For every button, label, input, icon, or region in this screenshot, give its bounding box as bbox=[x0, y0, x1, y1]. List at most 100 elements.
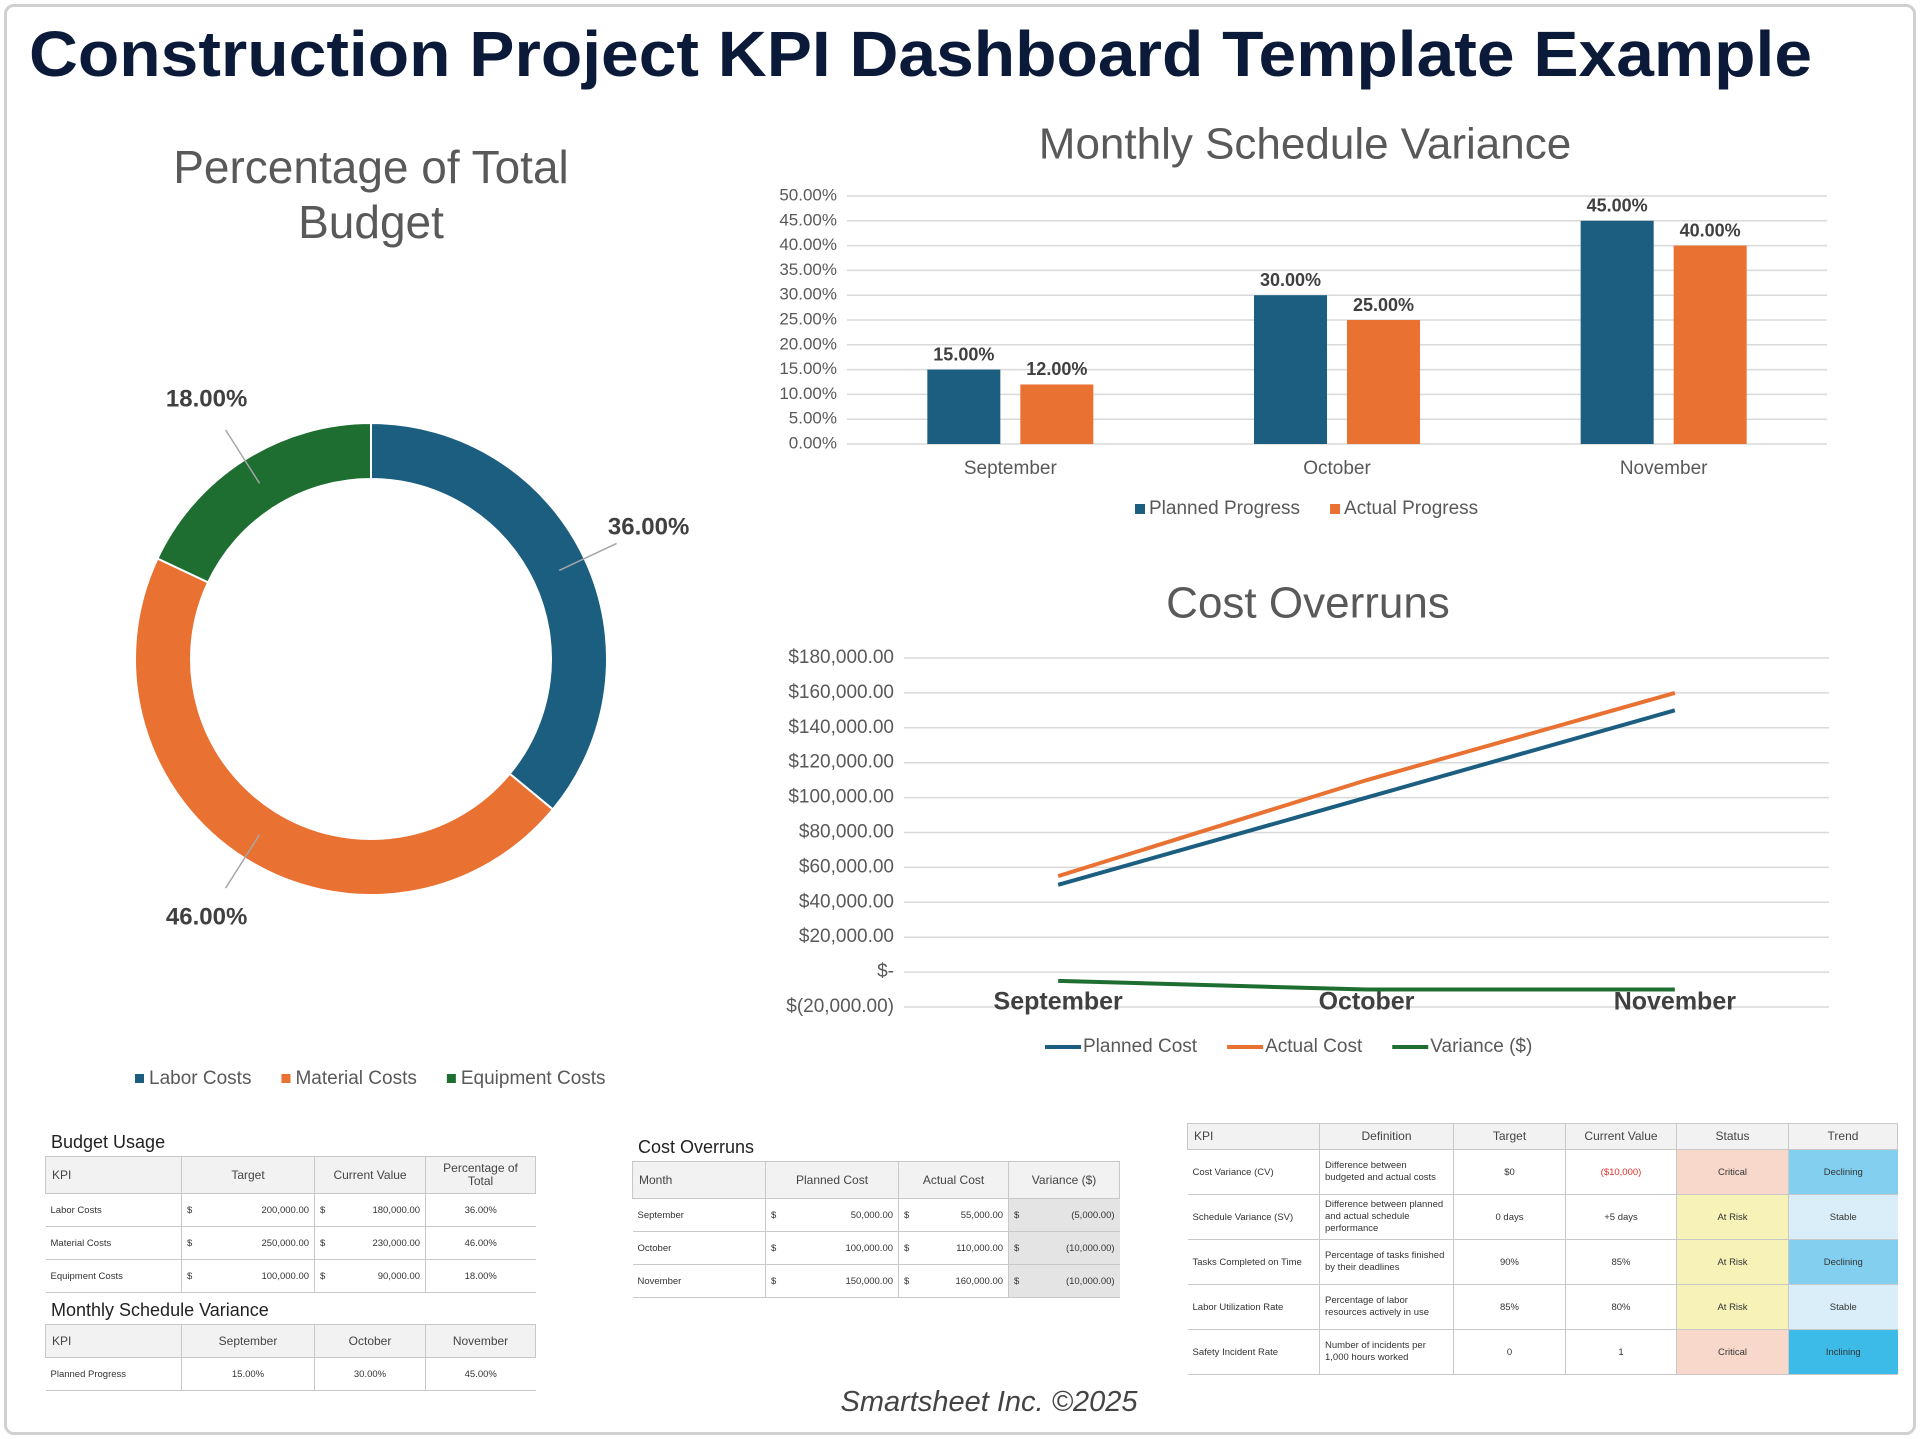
table-cell: 150,000.00 bbox=[783, 1264, 899, 1298]
table-cell: 50,000.00 bbox=[783, 1198, 899, 1232]
table-row: Material Costs $250,000.00 $230,000.00 46.0… bbox=[45, 1226, 536, 1260]
y-tick-label: $40,000.00 bbox=[799, 891, 894, 912]
legend-swatch bbox=[446, 1074, 456, 1083]
table-row: Schedule Variance (SV) Difference between… bbox=[1187, 1194, 1898, 1240]
table-cell: Safety Incident Rate bbox=[1187, 1329, 1320, 1375]
data-label: 45.00% bbox=[1587, 196, 1648, 216]
header-row: KPI Definition Target Current Value Status Tr… bbox=[1187, 1123, 1898, 1150]
table-cell: At Risk bbox=[1676, 1284, 1789, 1330]
legend-label: Actual Progress bbox=[1344, 498, 1478, 519]
header-cell: Trend bbox=[1788, 1123, 1898, 1150]
header-cell: Target bbox=[180, 1156, 316, 1194]
header-cell: Planned Cost bbox=[764, 1161, 900, 1199]
y-tick-label: $180,000.00 bbox=[788, 647, 894, 668]
table-cell: $ bbox=[1008, 1198, 1027, 1232]
table-cell: October bbox=[632, 1231, 766, 1265]
table-cell: +5 days bbox=[1565, 1194, 1677, 1240]
table-cell: 180,000.00 bbox=[332, 1193, 426, 1227]
table-cell: Cost Variance (CV) bbox=[1187, 1149, 1320, 1195]
header-row: Month Planned Cost Actual Cost Variance ($) bbox=[632, 1161, 1121, 1199]
legend-label: Material Costs bbox=[295, 1068, 416, 1089]
y-tick-label: $80,000.00 bbox=[799, 822, 894, 843]
header-cell: KPI bbox=[1187, 1123, 1320, 1150]
header-cell: Target bbox=[1453, 1123, 1566, 1150]
leader-line bbox=[224, 429, 261, 484]
table-cell: 30.00% bbox=[314, 1357, 426, 1391]
x-tick-label: September bbox=[994, 988, 1123, 1016]
table-cell: Planned Progress bbox=[45, 1357, 182, 1391]
legend-label: Planned Cost bbox=[1083, 1036, 1198, 1057]
table-row: Planned Progress 15.00% 30.00% 45.00% bbox=[45, 1357, 536, 1391]
table-cell: Difference between budgeted and actual c… bbox=[1319, 1149, 1454, 1195]
data-label: 18.00% bbox=[166, 385, 247, 412]
table-cell: $ bbox=[181, 1193, 200, 1227]
table-cell: Tasks Completed on Time bbox=[1187, 1239, 1320, 1285]
y-tick-label: 25.00% bbox=[779, 309, 837, 328]
legend-swatch bbox=[1135, 504, 1145, 514]
x-tick-label: October bbox=[1303, 458, 1371, 479]
table-cell: 46.00% bbox=[425, 1226, 536, 1260]
y-tick-label: $120,000.00 bbox=[788, 752, 894, 773]
header-cell: November bbox=[425, 1324, 536, 1358]
y-tick-label: 20.00% bbox=[779, 334, 837, 353]
pie-slice bbox=[134, 557, 555, 896]
y-tick-label: $140,000.00 bbox=[788, 717, 894, 738]
line-series bbox=[1058, 978, 1675, 992]
y-tick-label: $20,000.00 bbox=[799, 926, 894, 947]
table-cell: (10,000.00) bbox=[1026, 1264, 1120, 1298]
y-tick-label: 30.00% bbox=[779, 285, 837, 304]
table-cell: 85% bbox=[1453, 1284, 1566, 1330]
table-cell: Declining bbox=[1788, 1239, 1898, 1285]
table-row: Safety Incident Rate Number of incidents … bbox=[1187, 1329, 1898, 1375]
table-cell: At Risk bbox=[1676, 1239, 1789, 1285]
table-cell: 55,000.00 bbox=[916, 1198, 1009, 1232]
page-title: Construction Project KPI Dashboard Templ… bbox=[29, 18, 1812, 90]
table-cell: $ bbox=[314, 1259, 333, 1293]
table-cell: $ bbox=[765, 1264, 784, 1298]
table-cell: 90% bbox=[1453, 1239, 1566, 1285]
table-cell: $ bbox=[314, 1226, 333, 1260]
y-tick-label: $60,000.00 bbox=[799, 856, 894, 877]
table: Month Planned Cost Actual Cost Variance ($)… bbox=[632, 1161, 1121, 1298]
table-cell: 45.00% bbox=[425, 1357, 536, 1391]
y-tick-label: 45.00% bbox=[779, 210, 837, 229]
header-cell: September bbox=[181, 1324, 315, 1358]
table-cell: Critical bbox=[1676, 1149, 1789, 1195]
table-cell: Declining bbox=[1788, 1149, 1898, 1195]
table-cell: $0 bbox=[1453, 1149, 1566, 1195]
table-cell: 100,000.00 bbox=[199, 1259, 315, 1293]
table-cell: Number of incidents per 1,000 hours work… bbox=[1319, 1329, 1454, 1375]
table-cell: $ bbox=[1008, 1231, 1027, 1265]
y-tick-label: $100,000.00 bbox=[788, 787, 894, 808]
table-cell: 160,000.00 bbox=[916, 1264, 1009, 1298]
table-row: Equipment Costs $100,000.00 $90,000.00 18.0… bbox=[45, 1259, 536, 1293]
data-label: 46.00% bbox=[166, 903, 247, 930]
leader-line bbox=[558, 542, 617, 572]
header-cell: Actual Cost bbox=[898, 1161, 1010, 1199]
table-cell: 85% bbox=[1565, 1239, 1677, 1285]
header-cell: Status bbox=[1676, 1123, 1789, 1150]
legend-label: Variance ($) bbox=[1430, 1036, 1532, 1057]
header-cell: Percentage of Total bbox=[425, 1156, 537, 1194]
data-label: 36.00% bbox=[608, 514, 689, 541]
table: KPI Target Current Value Percentage of Tota… bbox=[45, 1156, 537, 1293]
header-row: KPI Target Current Value Percentage of Tota… bbox=[45, 1156, 537, 1194]
table-cell: Percentage of tasks finished by their de… bbox=[1319, 1239, 1454, 1285]
data-label: 25.00% bbox=[1353, 295, 1414, 315]
table-cell: November bbox=[632, 1264, 766, 1298]
table-cell: September bbox=[632, 1198, 766, 1232]
y-tick-label: 15.00% bbox=[779, 359, 837, 378]
y-tick-label: 5.00% bbox=[789, 409, 837, 428]
table-cell: 80% bbox=[1565, 1284, 1677, 1330]
header-cell: October bbox=[314, 1324, 426, 1358]
y-tick-label: $- bbox=[877, 961, 894, 982]
pie-slice bbox=[370, 421, 608, 811]
y-tick-label: 35.00% bbox=[779, 260, 837, 279]
table-cell: $ bbox=[765, 1231, 784, 1265]
table-row: Labor Utilization Rate Percentage of labo… bbox=[1187, 1284, 1898, 1330]
table-cell: Percentage of labor resources actively i… bbox=[1319, 1284, 1454, 1330]
table-cell: Labor Utilization Rate bbox=[1187, 1284, 1320, 1330]
x-tick-label: October bbox=[1319, 988, 1415, 1016]
x-tick-label: November bbox=[1620, 458, 1708, 479]
table-row: November $150,000.00 $160,000.00 $ (10,000.0… bbox=[632, 1264, 1120, 1298]
